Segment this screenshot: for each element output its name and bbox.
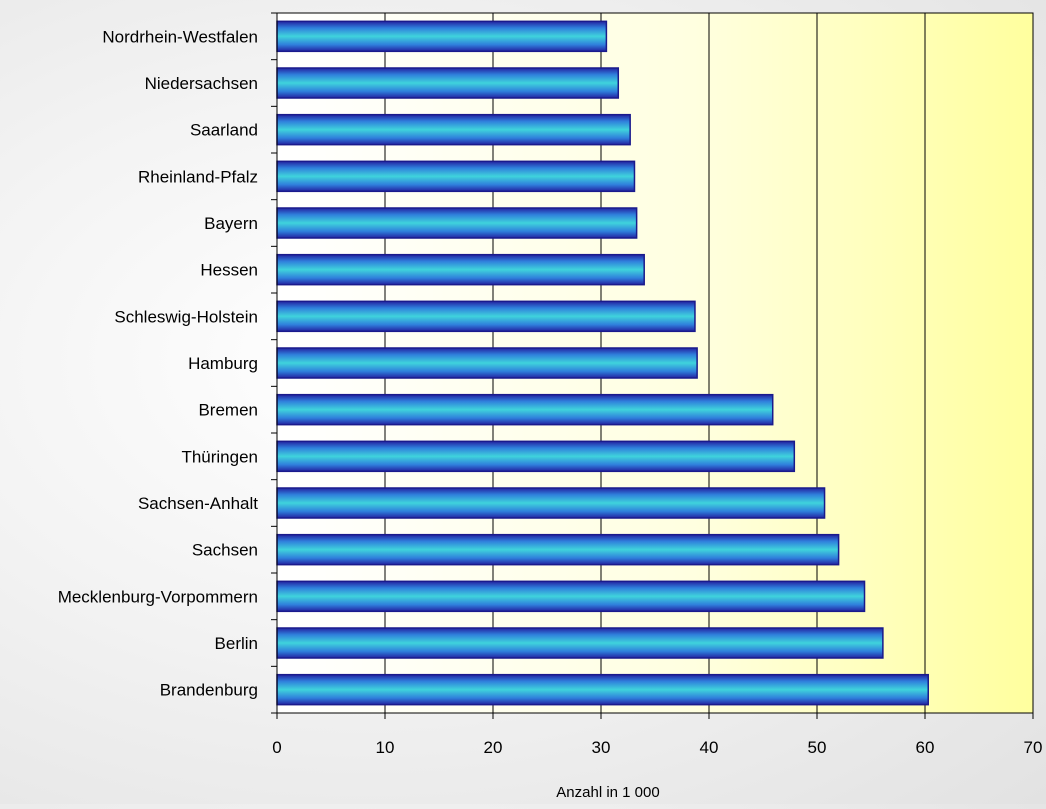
x-tick-label: 50 [808,738,827,757]
category-label: Bayern [204,214,258,233]
bar [276,160,636,193]
category-label: Nordrhein-Westfalen [102,27,258,46]
bar [276,20,608,53]
category-label: Sachsen-Anhalt [138,494,258,513]
x-tick-labels: 0 10 20 30 40 50 60 70 [272,738,1042,757]
category-label: Hessen [200,261,258,280]
bar [276,673,929,706]
category-label: Saarland [190,121,258,140]
category-label: Schleswig-Holstein [114,307,258,326]
category-label: Rheinland-Pfalz [138,167,258,186]
bar [276,253,645,286]
category-label: Niedersachsen [145,74,258,93]
x-tick-label: 0 [272,738,281,757]
category-label: Thüringen [181,447,258,466]
bar [276,113,631,146]
x-tick-label: 30 [592,738,611,757]
bar [276,627,884,659]
bar [276,533,840,566]
bar [276,67,620,99]
category-label: Bremen [198,401,258,420]
axes [271,12,1034,719]
bar [276,347,698,379]
bar [276,580,866,613]
bar [276,393,774,426]
x-tick-label: 60 [916,738,935,757]
category-label: Berlin [215,634,258,653]
bar [276,207,638,239]
x-axis-title: Anzahl in 1 000 [556,784,659,801]
category-label: Brandenburg [160,681,258,700]
category-label: Hamburg [188,354,258,373]
bars [276,20,929,706]
bar [276,440,796,473]
category-label: Sachsen [192,541,258,560]
category-label: Mecklenburg-Vorpommern [58,587,258,606]
x-tick-label: 70 [1024,738,1043,757]
x-tick-label: 40 [700,738,719,757]
x-tick-label: 20 [484,738,503,757]
bar [276,487,826,519]
x-tick-label: 10 [376,738,395,757]
category-labels: Nordrhein-Westfalen Niedersachsen Saarland… [58,27,259,699]
bar [276,300,696,333]
